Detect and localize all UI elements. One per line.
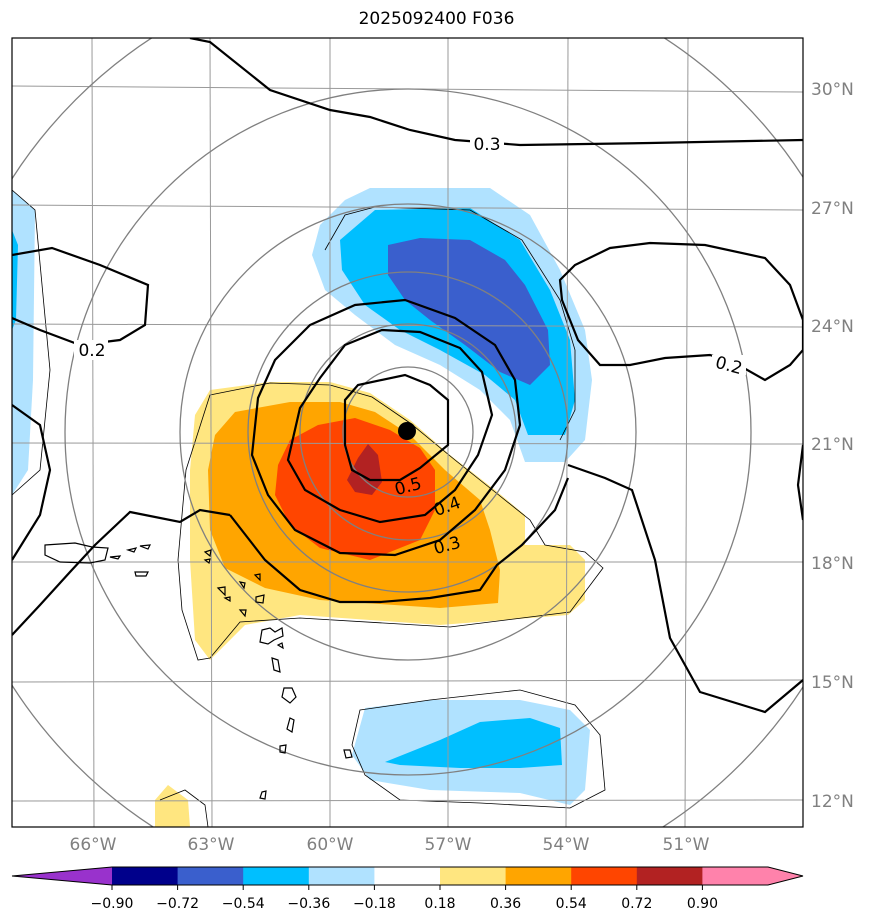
range-ring-2 [299, 323, 517, 541]
lon-label-63w: 63°W [188, 835, 235, 855]
colorbar-min-extension [12, 867, 112, 885]
colorbar-tick-label: −0.90 [91, 896, 134, 912]
plot-title: 2025092400 F036 [358, 9, 515, 29]
martinique-area [271, 657, 281, 673]
lon-label-54w: 54°W [543, 835, 590, 855]
contour-0.3-inner [229, 477, 570, 604]
lon-label-66w: 66°W [70, 835, 117, 855]
colorbar-tick-label: 0.36 [490, 896, 521, 912]
guadeloupe [259, 627, 284, 645]
colorbar-tick-label: 0.72 [621, 896, 652, 912]
colorbar-cell [112, 867, 179, 885]
lat-label-12n: 12°N [811, 792, 854, 812]
st-lucia [281, 687, 297, 704]
contour-0.35 [250, 298, 522, 557]
range-ring-4 [179, 203, 637, 661]
lat-label-18n: 18°N [811, 554, 854, 574]
contour-0.4 [286, 328, 494, 524]
latitude-labels: 30°N 27°N 24°N 21°N 18°N 15°N 12°N [811, 80, 854, 812]
colorbar-cell [243, 867, 310, 885]
colorbar-cell [636, 867, 703, 885]
gridline-66w [91, 38, 95, 827]
lat-label-24n: 24°N [811, 317, 854, 337]
colorbar-tick-label: −0.72 [156, 896, 199, 912]
puerto-rico [44, 542, 109, 564]
gridline-51w [684, 38, 689, 827]
colorbar-cell [308, 867, 375, 885]
colorbar-tick-label: −0.18 [353, 896, 396, 912]
colorbar-cell [177, 867, 244, 885]
longitude-labels: 66°W 63°W 60°W 57°W 54°W 51°W [70, 835, 710, 855]
range-ring-5 [64, 88, 752, 776]
lon-label-57w: 57°W [425, 835, 472, 855]
colorbar-tick-label: 0.90 [687, 896, 718, 912]
lon-label-60w: 60°W [307, 835, 354, 855]
dark-blue-region-north [388, 238, 550, 385]
dark-red-region [347, 444, 382, 495]
range-rings [12, 38, 803, 827]
lat-label-30n: 30°N [811, 80, 854, 100]
range-ring-1 [342, 366, 474, 498]
coastlines [44, 542, 353, 800]
lat-label-27n: 27°N [811, 199, 854, 219]
bold-contours [12, 38, 803, 714]
contour-0.5 [343, 373, 450, 482]
colorbar-tick-label: 0.54 [556, 896, 587, 912]
colorbar-ticks: −0.90 −0.72 −0.54 −0.36 −0.18 0.18 0.36 0.54 0.7… [91, 885, 718, 912]
lat-label-15n: 15°N [811, 673, 854, 693]
colorbar: −0.90 −0.72 −0.54 −0.36 −0.18 0.18 0.36 0.54 0.7… [11, 866, 804, 912]
gridline-63w [209, 38, 213, 827]
gridline-12n [12, 799, 803, 802]
colorbar-cell [702, 867, 769, 885]
contour-label-north: 0.3 [473, 135, 500, 155]
storm-center-marker [398, 422, 416, 440]
light-blue-region-west [12, 190, 35, 495]
light-yellow-region-sw [155, 785, 190, 827]
gridline-27n [12, 204, 803, 211]
contour-label-west: 0.2 [78, 341, 105, 361]
gridline-21n [12, 442, 803, 445]
thin-boundary-contours [12, 189, 606, 827]
colorbar-cell [374, 867, 441, 885]
shading-negative [12, 188, 592, 805]
map-frame [11, 37, 804, 828]
contour-0.2-east [567, 463, 803, 714]
colorbar-max-extension [768, 867, 803, 885]
colorbar-cell [440, 867, 507, 885]
colorbar-cells [112, 867, 769, 885]
colorbar-tick-label: 0.18 [424, 896, 455, 912]
colorbar-cell [571, 867, 638, 885]
mid-blue-region-south [385, 718, 562, 768]
lon-label-51w: 51°W [663, 835, 710, 855]
colorbar-tick-label: −0.54 [222, 896, 265, 912]
contour-0.3-north [189, 38, 803, 147]
gridline-54w [565, 38, 569, 827]
colorbar-tick-label: −0.36 [287, 896, 330, 912]
range-ring-3 [247, 271, 569, 593]
gridline-15n [12, 679, 803, 683]
barbados [343, 749, 353, 759]
colorbar-cell [505, 867, 572, 885]
lat-label-21n: 21°N [811, 435, 854, 455]
map-panel [12, 38, 803, 827]
